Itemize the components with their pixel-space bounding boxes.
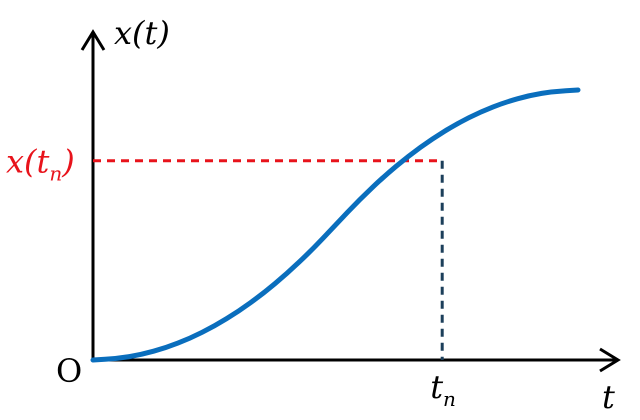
x-highlight-label-sub: n — [443, 387, 456, 411]
series-line — [90, 87, 581, 363]
y-highlight-label: x(tn) — [6, 143, 75, 186]
y-axis-label: x(t) — [114, 14, 170, 52]
y-axis-arrow — [80, 29, 106, 51]
x-highlight-label: tn — [430, 368, 456, 411]
origin-label: O — [56, 352, 82, 390]
x-highlight-label-base: t — [430, 368, 443, 406]
x-axis-arrow — [599, 347, 621, 373]
x-axis-label: t — [602, 378, 615, 416]
y-highlight-label-sub: n — [49, 162, 62, 186]
y-highlight-label-base: x(t — [6, 143, 50, 181]
y-highlight-label-close: ) — [61, 143, 74, 181]
